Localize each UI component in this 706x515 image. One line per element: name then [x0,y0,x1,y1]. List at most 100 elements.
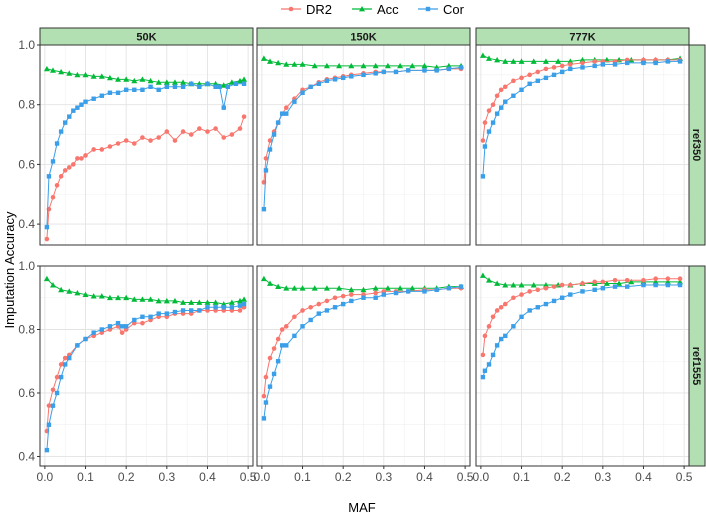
data-point [665,59,671,64]
data-point [79,156,84,161]
data-point [196,299,203,305]
data-point [300,90,305,95]
data-point [665,282,671,288]
data-point [261,416,267,421]
x-tick-label: 0.2 [335,470,352,484]
data-point [221,135,227,140]
facet-panels: 50K 150K 777Kref350ref15550.40.60.81.00.40… [18,27,706,484]
data-point [106,74,113,81]
data-point [164,84,170,89]
data-point [46,174,52,179]
data-point [458,65,464,70]
panel-border [256,44,471,246]
data-point [527,289,532,294]
data-point [221,105,226,110]
data-point [99,147,105,152]
data-point [499,336,504,342]
x-tick-label: 0.2 [554,470,571,484]
data-point [397,62,404,69]
panel-border [475,44,690,246]
data-point [155,297,162,304]
data-point [568,66,573,72]
data-point [123,294,130,301]
data-point [139,296,146,302]
data-point [283,285,290,291]
data-point [641,60,646,66]
data-point [559,63,565,69]
data-point [148,314,153,319]
panel-border [39,44,254,246]
data-point [74,289,81,296]
data-point [115,141,121,146]
data-point [624,277,630,283]
data-point [535,78,540,84]
data-point [510,282,517,288]
y-tick-label: 0.4 [18,449,35,463]
data-point [220,82,227,88]
data-point [58,68,65,75]
data-point [148,84,153,89]
data-point [75,156,80,161]
data-point [384,62,391,69]
data-point [482,120,488,125]
data-point [482,144,488,149]
data-point [498,87,504,93]
data-point [99,327,104,332]
data-point [332,77,338,82]
data-point [62,168,68,173]
data-point [308,317,313,323]
data-point [409,62,416,69]
data-point [204,299,211,305]
data-point [446,66,452,72]
data-point [267,384,273,389]
data-point [421,62,428,69]
data-point [66,165,72,170]
x-tick-label: 0.3 [158,470,175,484]
series-cor [480,282,683,380]
data-point [446,286,452,291]
data-point [373,71,378,76]
data-point [641,277,646,283]
legend-marker-square [425,6,431,12]
data-point [551,72,557,78]
data-point [275,359,281,364]
data-point [119,324,125,329]
data-point [62,355,68,361]
data-point [213,126,218,131]
data-point [50,194,56,200]
data-point [54,374,60,380]
data-point [261,393,267,399]
data-point [494,308,500,313]
data-point [205,129,210,134]
y-tick-label: 1.0 [18,259,35,273]
data-point [164,311,170,316]
data-point [237,126,243,131]
data-point [519,292,524,297]
data-point [75,105,80,110]
data-point [132,141,137,146]
data-point [494,111,500,116]
data-point [263,374,269,380]
data-point [665,276,671,281]
data-point [324,298,330,304]
data-point [311,285,318,291]
data-point [300,324,305,329]
panel-ref350-777k [475,44,690,246]
data-point [241,81,247,87]
data-point [54,182,60,188]
data-point [653,60,658,66]
series-cor [261,284,464,421]
data-point [316,301,322,307]
data-point [171,79,178,85]
strip-150k: 150K [256,27,471,46]
data-point [98,293,105,299]
data-point [275,336,281,342]
data-point [189,308,194,313]
data-point [217,84,222,89]
data-point [271,346,277,351]
data-point [233,81,239,87]
data-point [156,135,161,140]
data-point [292,314,297,320]
data-point [197,84,202,89]
data-point [511,295,516,301]
